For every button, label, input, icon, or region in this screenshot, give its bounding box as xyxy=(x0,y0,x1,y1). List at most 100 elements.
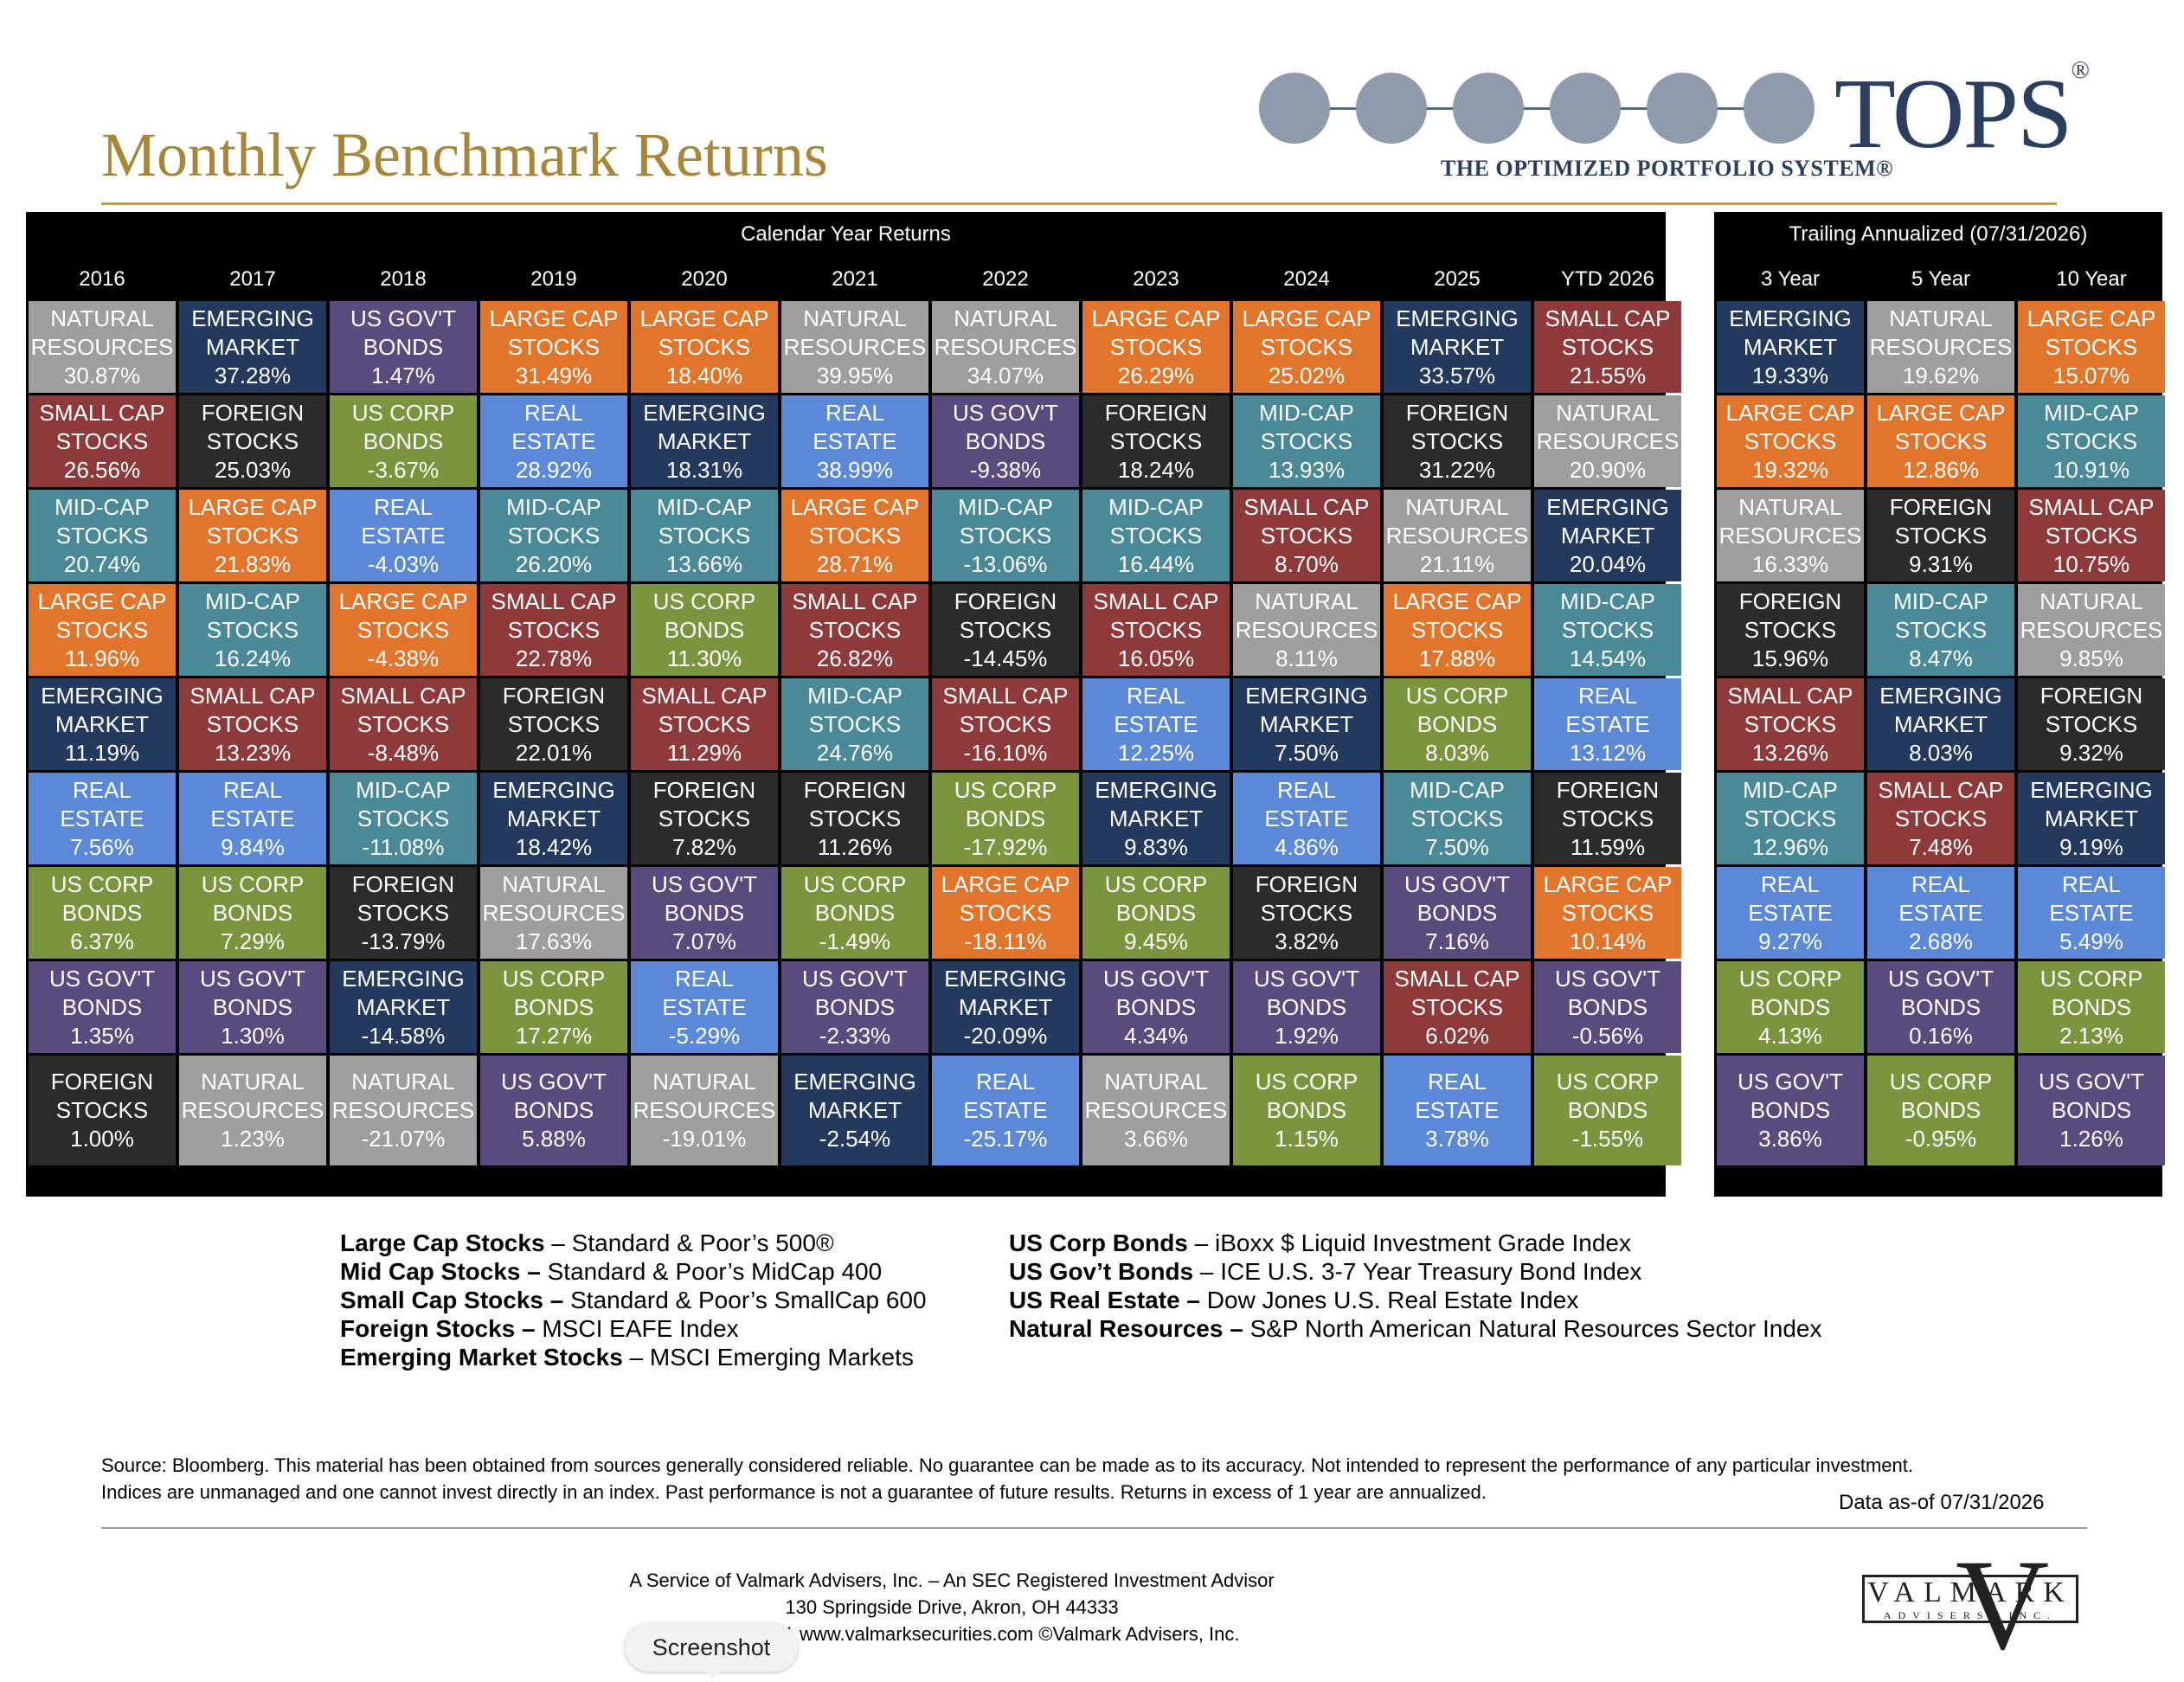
asset-label: RESOURCES xyxy=(1235,616,1378,643)
asset-label: BONDS xyxy=(965,805,1046,831)
return-value: -17.92% xyxy=(963,833,1048,860)
asset-label: EMERGING xyxy=(2030,776,2153,803)
return-value: 24.76% xyxy=(816,739,894,766)
asset-label: STOCKS xyxy=(1109,427,1203,454)
return-value: 4.13% xyxy=(1758,1022,1822,1049)
calendar-return-cell: US CORP BONDS -17.92% xyxy=(932,773,1079,864)
asset-label: STOCKS xyxy=(1561,616,1654,643)
calendar-return-cell: EMERGING MARKET 18.42% xyxy=(480,773,627,864)
asset-label: SMALL CAP xyxy=(2028,493,2155,520)
asset-label: BONDS xyxy=(1416,710,1498,737)
asset-label: MARKET xyxy=(1743,333,1838,360)
asset-label: REAL xyxy=(1911,870,1970,897)
asset-label: RESOURCES xyxy=(783,333,927,360)
calendar-return-cell: MID-CAP STOCKS 24.76% xyxy=(781,678,928,770)
calendar-return-cell: SMALL CAP STOCKS -8.48% xyxy=(330,678,477,770)
calendar-return-cell: US CORP BONDS 9.45% xyxy=(1082,867,1230,959)
asset-label: US CORP xyxy=(1889,1069,1993,1095)
asset-label: FOREIGN xyxy=(1556,776,1660,803)
calendar-return-cell: US GOV'T BONDS 7.07% xyxy=(631,867,778,959)
asset-label: FOREIGN xyxy=(1104,399,1208,426)
return-value: 26.20% xyxy=(515,550,593,577)
asset-label: BONDS xyxy=(1567,1097,1648,1123)
screenshot-button[interactable]: Screenshot xyxy=(625,1623,798,1672)
calendar-return-cell: FOREIGN STOCKS 22.01% xyxy=(480,678,627,770)
asset-label: STOCKS xyxy=(357,710,450,737)
asset-label: RESOURCES xyxy=(934,333,1077,360)
return-value: -0.56% xyxy=(1571,1022,1644,1049)
asset-label: REAL xyxy=(976,1069,1035,1095)
asset-label: MARKET xyxy=(506,805,601,831)
calendar-return-cell: EMERGING MARKET 11.19% xyxy=(29,678,176,770)
asset-label: FOREIGN xyxy=(803,776,907,803)
asset-label: BONDS xyxy=(1750,993,1831,1020)
return-value: 15.96% xyxy=(1751,645,1829,671)
asset-label: REAL xyxy=(1127,682,1185,709)
valmark-logo-word: VALMARK xyxy=(1867,1576,2073,1608)
asset-label: LARGE CAP xyxy=(489,305,619,331)
calendar-return-cell: REAL ESTATE -4.03% xyxy=(330,490,477,581)
asset-label: ESTATE xyxy=(1748,899,1833,926)
asset-label: STOCKS xyxy=(808,522,902,549)
calendar-return-cell: US GOV'T BONDS 5.88% xyxy=(480,1056,627,1165)
asset-label: LARGE CAP xyxy=(1543,870,1673,897)
return-value: 1.15% xyxy=(1275,1126,1339,1152)
return-value: 31.22% xyxy=(1418,456,1496,483)
asset-label: SMALL CAP xyxy=(942,682,1069,709)
asset-label: ESTATE xyxy=(60,805,145,831)
return-value: 14.54% xyxy=(1569,645,1647,671)
asset-label: NATURAL xyxy=(652,1069,756,1095)
disclaimer-line-1: Source: Bloomberg. This material has bee… xyxy=(101,1454,1913,1476)
trailing-return-cell: FOREIGN STOCKS 9.32% xyxy=(2018,678,2165,770)
asset-label: STOCKS xyxy=(55,522,149,549)
trailing-return-cell: SMALL CAP STOCKS 7.48% xyxy=(1867,773,2014,864)
asset-label: STOCKS xyxy=(959,616,1052,643)
asset-label: NATURAL xyxy=(954,305,1057,331)
return-value: 10.91% xyxy=(2052,456,2130,483)
asset-label: EMERGING xyxy=(1095,776,1217,803)
asset-label: US GOV'T xyxy=(953,399,1058,426)
asset-label: RESOURCES xyxy=(633,1097,776,1123)
asset-label: US GOV'T xyxy=(1404,870,1510,897)
asset-label: ESTATE xyxy=(210,805,295,831)
asset-label: BONDS xyxy=(1900,1097,1982,1123)
calendar-column-header: YTD 2026 xyxy=(1560,267,1655,291)
trailing-column-header: 3 Year xyxy=(1760,267,1821,291)
disclaimer-line-2: Indices are unmanaged and one cannot inv… xyxy=(101,1481,1487,1503)
asset-label: STOCKS xyxy=(1410,427,1504,454)
return-value: 26.29% xyxy=(1117,362,1195,388)
asset-label: REAL xyxy=(223,776,282,803)
return-value: -4.38% xyxy=(367,645,440,671)
asset-label: US CORP xyxy=(50,870,154,897)
legend-item: Large Cap Stocks – Standard & Poor’s 500… xyxy=(340,1229,834,1256)
asset-label: FOREIGN xyxy=(1405,399,1509,426)
return-value: -11.08% xyxy=(362,833,445,860)
return-value: 7.48% xyxy=(1909,833,1973,860)
asset-label: EMERGING xyxy=(1396,305,1519,331)
return-value: 20.74% xyxy=(63,550,141,577)
return-value: 25.02% xyxy=(1268,362,1346,388)
asset-label: SMALL CAP xyxy=(792,587,918,614)
legend-item: Natural Resources – S&P North American N… xyxy=(1009,1315,1822,1342)
trailing-return-cell: SMALL CAP STOCKS 10.75% xyxy=(2018,490,2165,581)
asset-label: MARKET xyxy=(55,710,150,737)
return-value: -14.58% xyxy=(361,1022,446,1049)
calendar-return-cell: MID-CAP STOCKS 14.54% xyxy=(1534,584,1681,676)
return-value: 16.05% xyxy=(1117,645,1195,671)
calendar-return-cell: US GOV'T BONDS -2.33% xyxy=(781,961,928,1053)
return-value: 11.29% xyxy=(666,739,742,766)
asset-label: MID-CAP xyxy=(1108,493,1204,520)
return-value: 3.78% xyxy=(1425,1126,1489,1152)
return-value: -5.29% xyxy=(668,1022,741,1049)
asset-label: US CORP xyxy=(1556,1069,1660,1095)
asset-label: US GOV'T xyxy=(802,965,908,992)
calendar-return-cell: REAL ESTATE 13.12% xyxy=(1534,678,1681,770)
asset-label: LARGE CAP xyxy=(1725,399,1855,426)
valmark-v-icon: V xyxy=(1956,1533,2050,1677)
calendar-return-cell: EMERGING MARKET -20.09% xyxy=(932,961,1079,1053)
calendar-return-cell: EMERGING MARKET 18.31% xyxy=(631,395,778,487)
return-value: 1.00% xyxy=(70,1126,134,1152)
asset-label: BONDS xyxy=(1567,993,1648,1020)
asset-label: EMERGING xyxy=(342,965,465,992)
asset-label: LARGE CAP xyxy=(338,587,468,614)
